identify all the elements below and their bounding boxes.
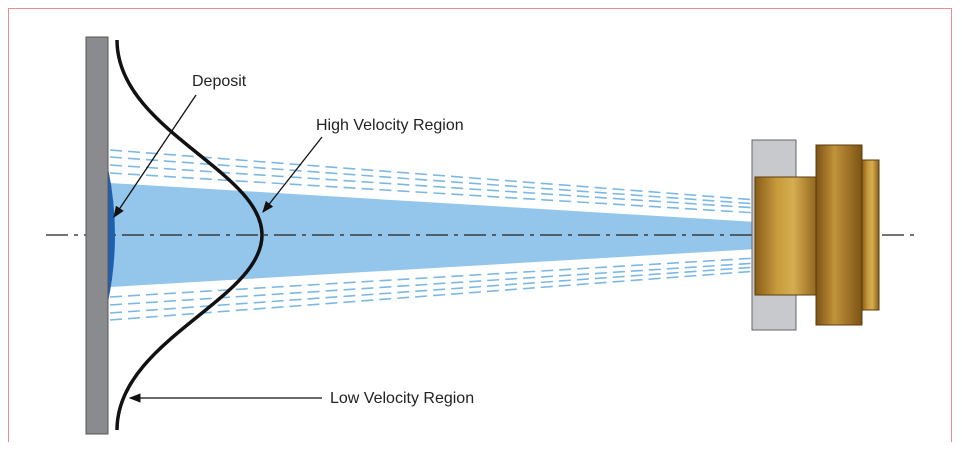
deposit-layer: [108, 168, 115, 302]
label-deposit: Deposit: [192, 73, 247, 90]
figure-border: [8, 8, 952, 442]
high-velocity-leader-arrow: [262, 136, 323, 213]
spray-dash-lines-lower: [109, 257, 758, 321]
velocity-profile-curve: [115, 39, 264, 431]
substrate-wall: [85, 36, 109, 435]
deposit-leader-arrow: [113, 94, 197, 218]
label-low-velocity-region: Low Velocity Region: [330, 390, 474, 407]
label-high-velocity-region: High Velocity Region: [316, 117, 464, 134]
spray-nozzle: [751, 139, 880, 331]
